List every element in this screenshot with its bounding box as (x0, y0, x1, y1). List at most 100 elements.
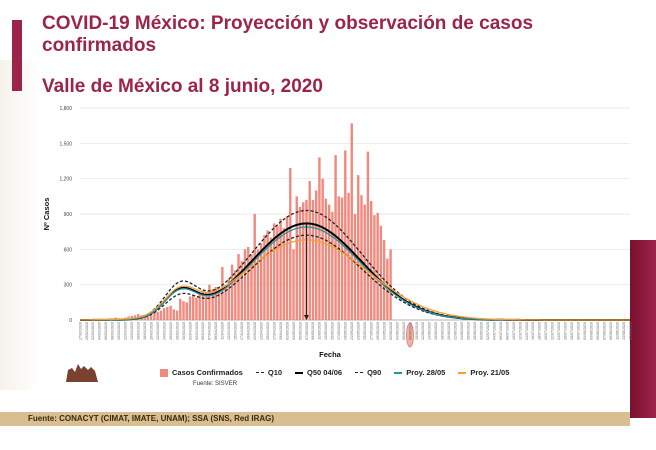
legend-item-q50: Q50 04/06 (295, 368, 342, 377)
logo-icon (66, 364, 98, 382)
x-tick-label: 14/06/2020 (428, 322, 432, 340)
x-tick-label: 22/06/2020 (454, 322, 458, 340)
y-tick-label: 300 (64, 283, 73, 289)
bar (302, 202, 305, 320)
x-tick-label: 23/05/2020 (357, 322, 361, 340)
bar (250, 254, 253, 320)
bar (350, 123, 353, 320)
x-tick-label: 12/06/2020 (421, 322, 425, 340)
bar (211, 289, 214, 320)
bar (188, 296, 192, 320)
x-tick-label: 30/03/2020 (182, 322, 186, 340)
x-tick-label: 11/05/2020 (318, 322, 322, 340)
bar (208, 284, 211, 320)
bar (285, 216, 289, 320)
x-tick-label: 20/07/2020 (544, 322, 548, 340)
x-tick-label: 26/03/2020 (169, 322, 173, 340)
x-tick-label: 04/07/2020 (492, 322, 496, 340)
bar (373, 215, 376, 320)
x-tick-label: 08/03/2020 (111, 322, 115, 340)
legend-label: Proy. 28/05 (406, 368, 446, 377)
bar (146, 316, 150, 320)
x-tick-label: 01/04/2020 (188, 322, 192, 340)
bar (340, 197, 344, 320)
bar (266, 230, 269, 320)
x-tick-label: 10/07/2020 (512, 322, 516, 340)
x-tick-label: 13/04/2020 (227, 322, 231, 340)
bar (311, 199, 315, 320)
x-tick-label: 05/04/2020 (201, 322, 205, 340)
legend-label: Casos Confirmados (172, 368, 243, 377)
bar (192, 295, 195, 320)
x-tick-label: 11/04/2020 (221, 322, 225, 340)
x-tick-label: 23/04/2020 (259, 322, 263, 340)
title-accent-bar (12, 20, 22, 91)
bar (214, 287, 218, 320)
background-decoration (0, 60, 40, 390)
x-tick-label: 14/03/2020 (130, 322, 134, 340)
legend-swatch (458, 371, 467, 374)
bar (334, 155, 337, 320)
bar (289, 168, 292, 320)
y-tick-label: 1,500 (59, 141, 72, 147)
bar (376, 212, 379, 320)
x-tick-label: 02/03/2020 (91, 322, 95, 340)
bar (282, 228, 286, 320)
x-tick-label: 14/07/2020 (525, 322, 529, 340)
bar (259, 243, 263, 320)
x-tick-label: 02/07/2020 (486, 322, 490, 340)
legend-label: Q10 (267, 368, 283, 377)
y-tick-label: 900 (64, 212, 73, 218)
bar (318, 157, 321, 320)
x-tick-label: 27/04/2020 (272, 322, 276, 340)
bar (198, 294, 201, 320)
legend: Casos Confirmados Q10 Q50 04/06 Q90 Proy… (160, 368, 509, 377)
bar (247, 246, 250, 320)
x-tick-label: 21/05/2020 (350, 322, 354, 340)
x-tick-label: 29/02/2020 (85, 322, 89, 340)
bar (360, 195, 363, 320)
x-tick-label: 19/05/2020 (344, 322, 348, 340)
bar (143, 317, 146, 320)
bar (337, 196, 341, 320)
bar (156, 311, 159, 320)
x-tick-label: 29/04/2020 (279, 322, 283, 340)
bar (324, 198, 328, 320)
x-tick-label: 26/06/2020 (467, 322, 471, 340)
x-tick-label: 31/05/2020 (382, 322, 386, 340)
x-axis-label: Fecha (319, 350, 342, 359)
slide-title: COVID-19 México: Proyección y observació… (42, 13, 534, 56)
x-tick-label: 01/08/2020 (583, 322, 587, 340)
bar (276, 225, 279, 320)
x-tick-label: 30/07/2020 (577, 322, 581, 340)
bar (386, 258, 389, 320)
y-tick-label: 600 (64, 247, 73, 253)
bar (295, 196, 298, 320)
legend-item-q10: Q10 (255, 368, 283, 377)
bars-source: Fuente: SISVER (193, 381, 238, 387)
bar (175, 310, 179, 320)
bar (224, 284, 227, 320)
side-decoration (630, 240, 656, 418)
x-tick-label: 08/07/2020 (505, 322, 509, 340)
bar (308, 181, 311, 320)
bar (149, 315, 153, 320)
x-tick-label: 27/05/2020 (369, 322, 373, 340)
x-tick-label: 12/03/2020 (124, 322, 128, 340)
bar (263, 235, 266, 320)
x-tick-label: 30/06/2020 (479, 322, 483, 340)
x-tick-label: 05/08/2020 (596, 322, 600, 340)
x-tick-label: 22/03/2020 (156, 322, 160, 340)
legend-label: Q50 04/06 (307, 368, 343, 377)
x-tick-label: 24/06/2020 (460, 322, 464, 340)
x-tick-label: 25/04/2020 (266, 322, 270, 340)
x-tick-label: 20/06/2020 (447, 322, 451, 340)
bar (201, 290, 205, 320)
bar (379, 225, 383, 320)
bar (253, 214, 256, 320)
x-tick-label: 27/02/2020 (78, 322, 82, 340)
x-tick-label: 16/06/2020 (434, 322, 438, 340)
bar (234, 270, 237, 320)
x-tick-label: 26/07/2020 (564, 322, 568, 340)
